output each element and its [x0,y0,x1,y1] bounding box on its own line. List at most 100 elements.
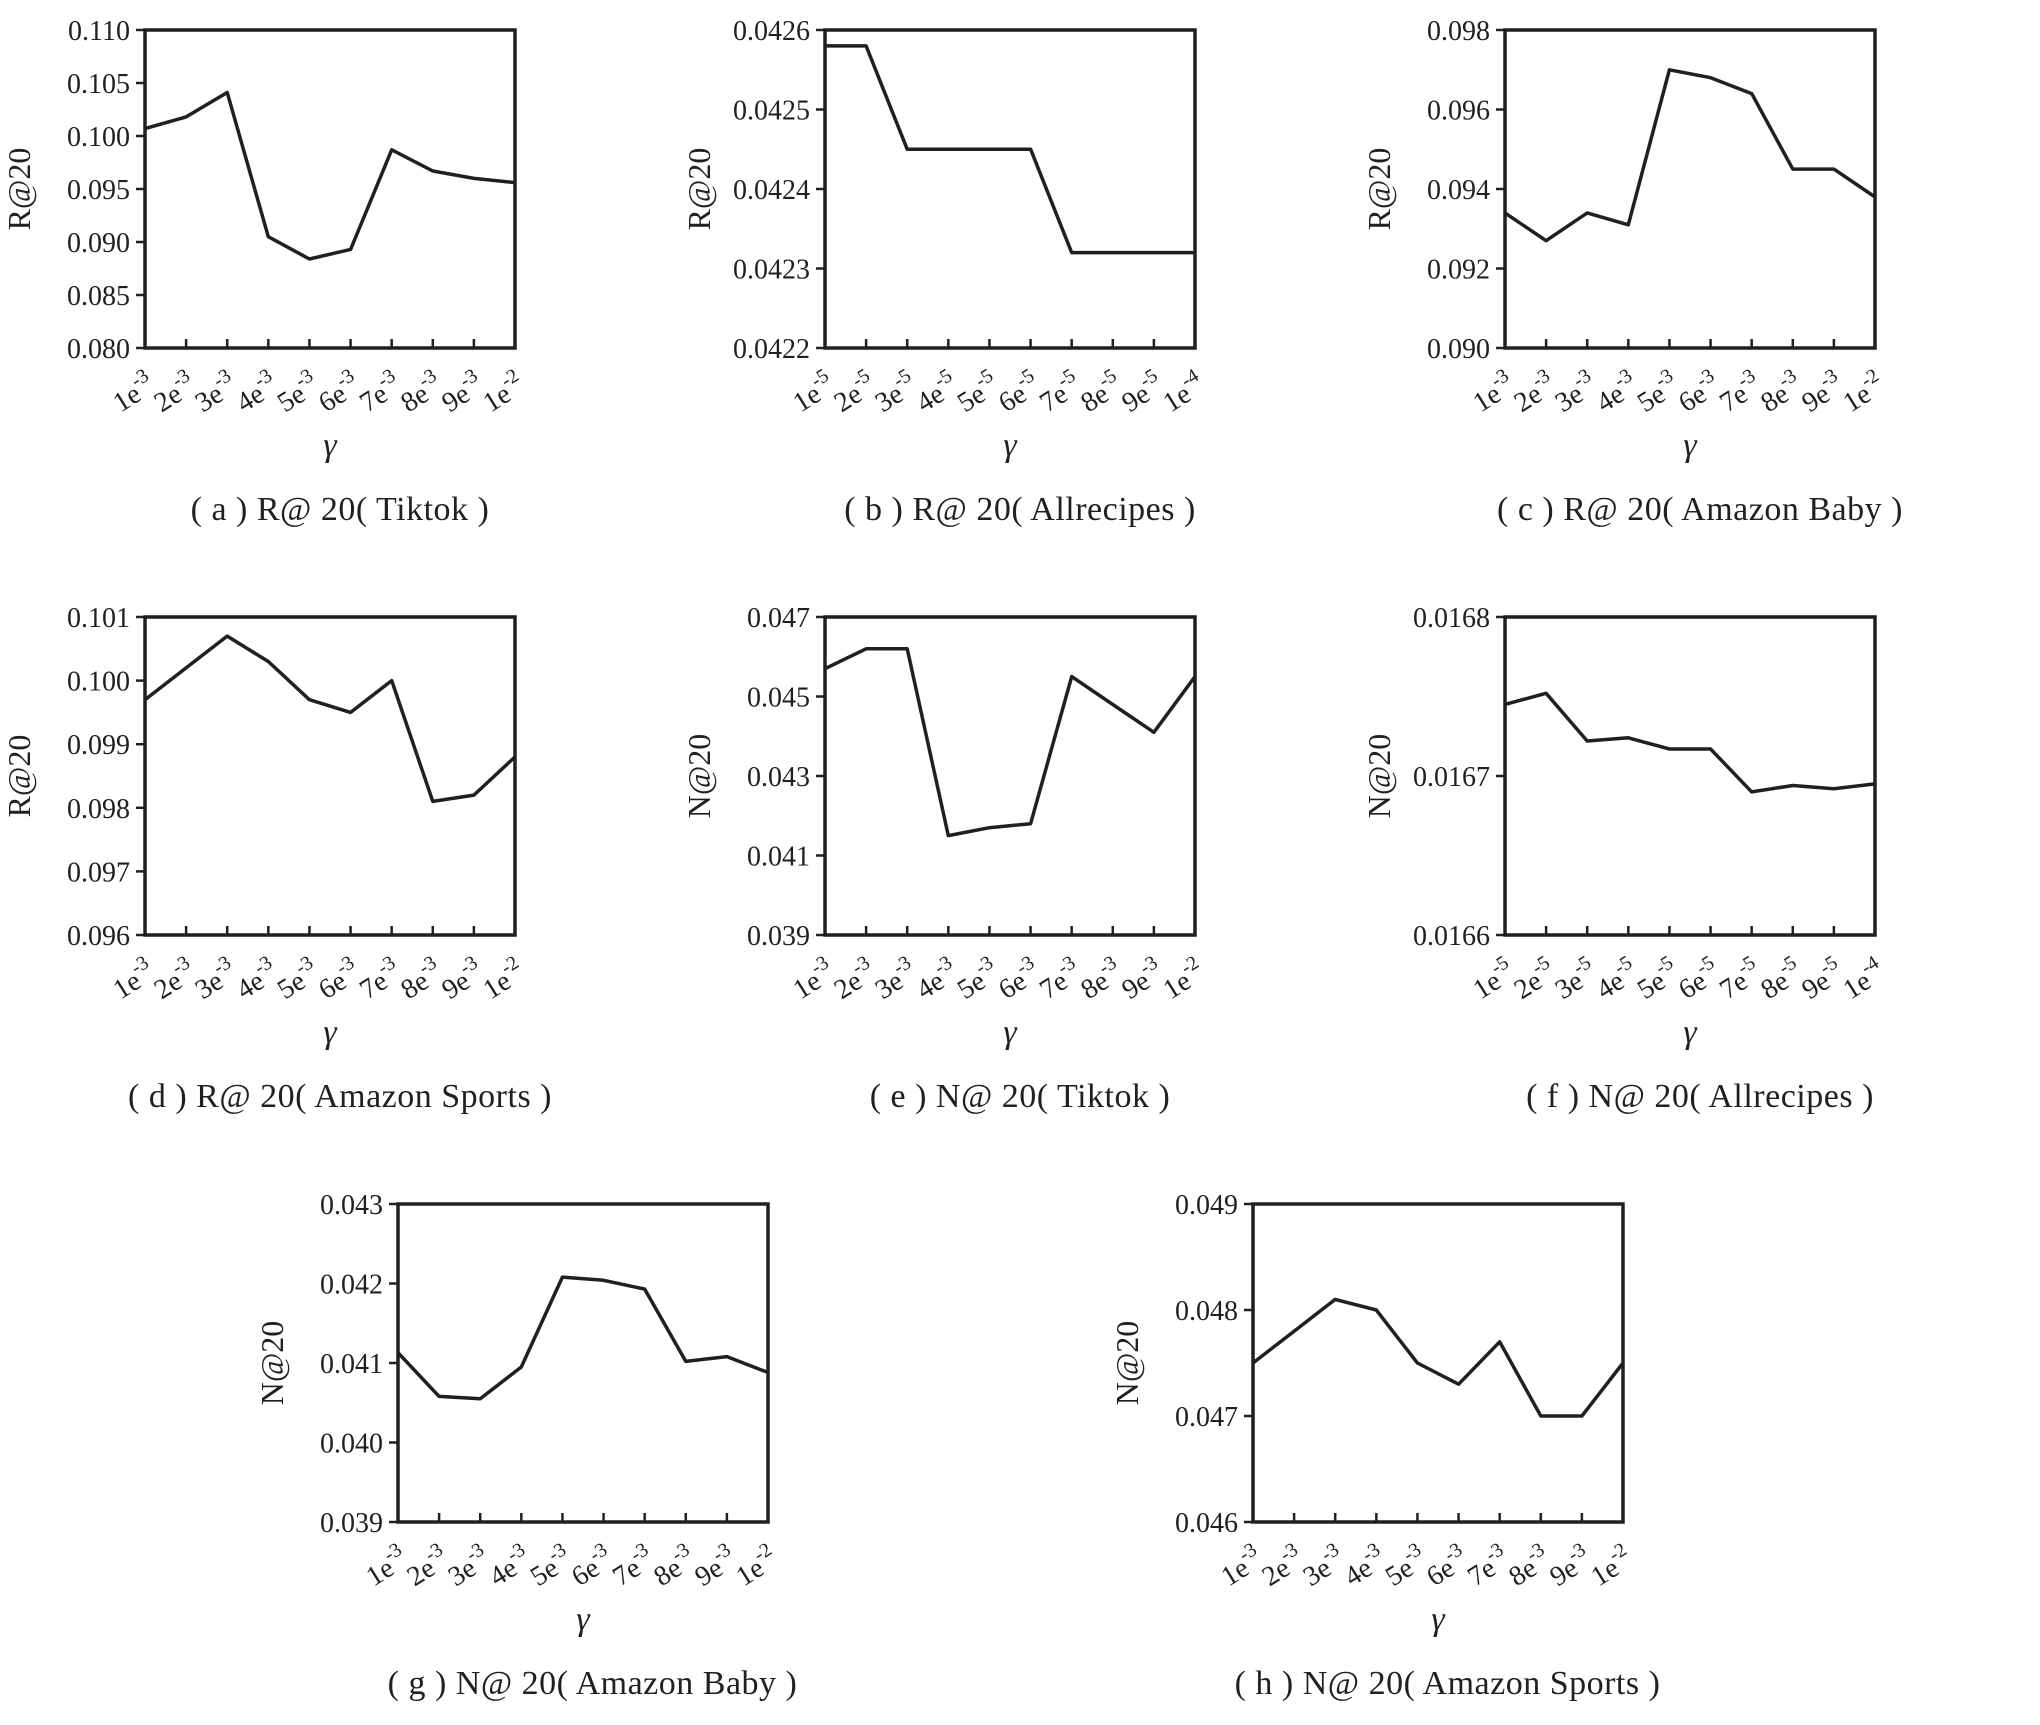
y-tick-label: 0.099 [67,730,130,761]
y-tick-label: 0.090 [1427,334,1490,365]
y-tick-label: 0.041 [747,841,810,872]
y-axis-label: R@20 [681,148,717,231]
y-tick-label: 0.097 [67,857,130,888]
y-tick-label: 0.043 [747,762,810,793]
y-axis-label: R@20 [1361,148,1397,231]
chart-cell-b: 0.0422 0.0423 0.0424 0.0425 0.0426 1e-5 2e-5 3e… [680,8,1360,531]
data-line [144,90,516,261]
y-tick-label: 0.080 [67,334,130,365]
y-tick-label: 0.045 [747,682,810,713]
y-tick-label: 0.039 [747,921,810,952]
chart-e-canvas: 0.0390.0410.0430.0450.0471e-32e-33e-34e-… [681,603,1211,1051]
chart-h-canvas: 0.0460.0470.0480.0491e-32e-33e-34e-35e-3… [1109,1190,1638,1638]
y-tick-label: 0.0423 [733,255,810,286]
y-axis-label: R@20 [1,148,37,231]
x-tick-label: 7e-3 [351,365,407,419]
y-tick-label: 0.105 [67,69,130,100]
y-axis-label: N@20 [1109,1320,1145,1405]
y-tick-label: 0.049 [1175,1190,1238,1221]
plot-border [143,615,517,937]
chart-cell-c: 0.090 0.092 0.094 0.096 0.098 1e-3 2e-3 3e-3 4e-… [1360,8,2040,531]
chart-row-3: 0.039 0.040 0.041 0.042 0.043 1e-3 2e-3 3e-3 4e-… [0,1182,2040,1705]
chart-cell-h: 0.046 0.047 0.048 0.049 1e-3 2e-3 3e-3 4e-3 5e-3… [1108,1182,1788,1705]
y-tick-label: 0.094 [1427,175,1490,206]
chart-a-caption: ( a ) R@ 20( Tiktok ) [190,491,490,528]
y-tick-label: 0.090 [67,228,130,259]
y-tick-label: 0.043 [320,1190,383,1221]
data-line [396,1274,769,1401]
y-tick-label: 0.0168 [1413,603,1490,634]
chart-e-caption: ( e ) N@ 20( Tiktok ) [869,1077,1171,1115]
chart-b-caption: ( b ) R@ 20( Allrecipes ) [844,491,1196,528]
y-tick-label: 0.047 [747,603,810,634]
chart-c-canvas: 0.0900.0920.0940.0960.0981e-32e-33e-34e-… [1361,16,1883,464]
data-line [143,634,517,803]
y-tick-label: 0.0422 [733,334,810,365]
chart-f-canvas: 0.01660.01670.01681e-52e-53e-54e-55e-56e… [1361,603,1891,1051]
chart-g-canvas: 0.0390.0400.0410.0420.0431e-32e-33e-34e-… [254,1190,783,1638]
chart-row-2: 0.096 0.097 0.098 0.099 0.100 0.101 1e-3 2e-3 3e… [0,595,2040,1118]
chart-d-canvas: 0.0960.0970.0980.0990.1000.1011e-32e-33e… [1,603,531,1051]
data-line [825,44,1195,255]
y-tick-label: 0.101 [67,603,130,634]
x-axis-label: γ [323,427,338,464]
x-tick-label: 1e-2 [727,1538,783,1592]
plot-border [823,615,1197,937]
y-tick-label: 0.047 [1175,1402,1238,1433]
y-tick-label: 0.085 [67,281,130,312]
y-tick-label: 0.0166 [1413,921,1490,952]
y-tick-label: 0.039 [320,1508,383,1539]
data-line [1504,68,1876,243]
x-axis-label: γ [1431,1601,1446,1638]
x-axis-label: γ [323,1014,338,1051]
x-axis-label: γ [1003,1014,1018,1051]
chart-g-caption: ( g ) N@ 20( Amazon Baby ) [387,1664,798,1702]
data-line [1251,1297,1624,1418]
y-tick-label: 0.092 [1427,255,1490,286]
x-tick-label: 1e-2 [1155,951,1211,1005]
y-tick-label: 0.042 [320,1269,383,1300]
plot-border [395,1201,770,1524]
y-tick-label: 0.098 [67,794,130,825]
plot-border [1503,615,1877,937]
y-tick-label: 0.0424 [733,175,810,206]
y-tick-label: 0.096 [1427,96,1490,127]
x-axis-label: γ [1683,1014,1698,1051]
chart-cell-e: 0.039 0.041 0.043 0.045 0.047 1e-3 2e-3 3e-3 4e-… [680,595,1360,1118]
y-tick-label: 0.100 [67,666,130,697]
chart-cell-a: 0.080 0.085 0.090 0.095 0.100 0.105 0.110 1e-3 2… [0,8,680,531]
y-tick-label: 0.0425 [733,96,810,127]
y-tick-label: 0.0167 [1413,762,1490,793]
y-tick-label: 0.100 [67,122,130,153]
data-line [824,646,1197,838]
x-tick-label: 1e-4 [1835,951,1891,1005]
chart-b-canvas: 0.04220.04230.04240.04250.04261e-52e-53e… [681,16,1211,464]
y-tick-label: 0.110 [68,16,130,47]
y-tick-label: 0.048 [1175,1296,1238,1327]
x-tick-label: 1e-2 [1582,1538,1638,1592]
y-axis-label: R@20 [1,734,37,817]
chart-h-caption: ( h ) N@ 20( Amazon Sports ) [1234,1664,1661,1702]
chart-cell-d: 0.096 0.097 0.098 0.099 0.100 0.101 1e-3 2e-3 3e… [0,595,680,1118]
x-tick-label: 1e-4 [1155,365,1211,419]
y-tick-label: 0.040 [320,1428,383,1459]
chart-cell-g: 0.039 0.040 0.041 0.042 0.043 1e-3 2e-3 3e-3 4e-… [253,1182,933,1705]
y-axis-label: N@20 [1361,734,1397,819]
data-line [1504,691,1876,794]
plot-border [143,28,517,350]
x-axis-label: γ [576,1601,591,1638]
chart-f-caption: ( f ) N@ 20( Allrecipes ) [1526,1077,1874,1115]
y-tick-label: 0.095 [67,175,130,206]
plot-border [1250,1201,1625,1524]
y-tick-label: 0.098 [1427,16,1490,47]
chart-a-canvas: 0.0800.0850.0900.0950.1000.1050.1101e-32… [1,16,523,464]
y-tick-label: 0.096 [67,921,130,952]
plot-border [1503,28,1877,350]
x-tick-label: 1e-2 [475,951,531,1005]
chart-row-1: 0.080 0.085 0.090 0.095 0.100 0.105 0.110 1e-3 2… [0,8,2040,531]
y-tick-label: 0.046 [1175,1508,1238,1539]
chart-c-caption: ( c ) R@ 20( Amazon Baby ) [1497,491,1903,528]
y-axis-label: N@20 [681,734,717,819]
x-axis-label: γ [1683,427,1698,464]
